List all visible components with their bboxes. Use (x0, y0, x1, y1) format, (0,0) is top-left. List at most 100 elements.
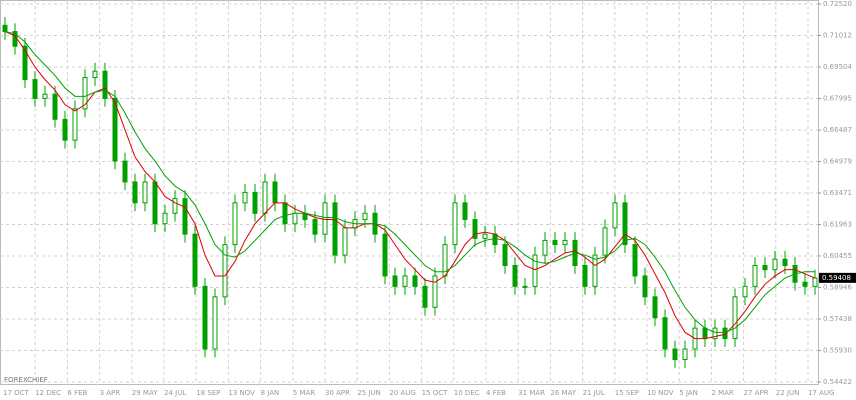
x-tick-label: 5 MAR (293, 389, 316, 397)
candle-body (432, 275, 438, 308)
candle-body (592, 254, 598, 287)
candle-body (522, 285, 528, 288)
candle-body (702, 327, 708, 340)
y-tick-label: 0.67995 (823, 95, 852, 103)
candle-body (412, 275, 418, 287)
x-tick-label: 24 JUL (164, 389, 186, 397)
candle-body (22, 45, 28, 81)
candle-body (332, 202, 338, 256)
y-tick-label: 0.54422 (823, 378, 852, 386)
moving-average (4, 31, 816, 340)
candle-body (152, 181, 158, 225)
candle-body (602, 227, 608, 256)
candle-body (252, 191, 258, 214)
x-tick-label: 20 AUG (389, 389, 415, 397)
candle-body (82, 77, 88, 110)
candle-body (652, 296, 658, 319)
candle-body (92, 70, 98, 79)
candle-body (242, 191, 248, 204)
candle-body (782, 258, 788, 266)
candle-body (212, 296, 218, 350)
candle-body (772, 258, 778, 271)
x-tick-label: 26 MAY (550, 389, 576, 397)
x-tick-label: 8 JAN (261, 389, 280, 397)
y-tick-label: 0.71012 (823, 31, 852, 39)
candle-body (222, 244, 228, 298)
candle-body (32, 79, 38, 99)
y-tick-label: 0.60455 (823, 252, 852, 260)
candle-body (132, 181, 138, 204)
moving-average (4, 31, 815, 333)
candle-body (622, 202, 628, 246)
x-tick-label: 29 MAY (132, 389, 158, 397)
x-tick-label: 30 APR (325, 389, 350, 397)
x-tick-label: 15 SEP (615, 389, 639, 397)
x-tick-label: 3 APR (100, 389, 121, 397)
y-tick-label: 0.58946 (823, 284, 852, 292)
candle-body (422, 285, 428, 308)
y-tick-label: 0.57438 (823, 315, 852, 323)
candle-body (492, 233, 498, 246)
candle-body (62, 118, 68, 141)
candle-body (112, 97, 118, 162)
candle-body (562, 239, 568, 246)
candle-body (662, 317, 668, 350)
x-tick-label: 10 NOV (647, 389, 674, 397)
x-tick-label: 27 APR (744, 389, 769, 397)
x-tick-label: 17 AUG (808, 389, 834, 397)
candle-body (512, 264, 518, 287)
candle-body (362, 212, 368, 221)
x-tick-label: 22 JUN (776, 389, 800, 397)
y-tick-label: 0.55930 (823, 347, 852, 355)
candle-body (232, 202, 238, 246)
y-tick-label: 0.63471 (823, 189, 852, 197)
x-tick-label: 18 SEP (196, 389, 220, 397)
candle-body (162, 212, 168, 225)
candle-body (542, 239, 548, 256)
candle-body (812, 277, 818, 287)
x-tick-label: 10 DEC (454, 389, 480, 397)
y-tick-label: 0.69504 (823, 63, 852, 71)
x-tick-label: 13 NOV (228, 389, 255, 397)
x-tick-label: 21 JUL (583, 389, 605, 397)
candle-body (392, 275, 398, 287)
candle-body (312, 219, 318, 235)
candle-body (732, 296, 738, 340)
candle-body (532, 254, 538, 287)
candle-body (262, 181, 268, 214)
x-tick-label: 15 OCT (422, 389, 449, 397)
candle-body (102, 70, 108, 99)
x-tick-label: 12 DEC (35, 389, 61, 397)
y-tick-label: 0.61963 (823, 220, 852, 228)
x-tick-label: 17 OCT (3, 389, 30, 397)
candle-body (472, 219, 478, 239)
candle-body (72, 108, 78, 141)
x-tick-label: 25 JUN (357, 389, 381, 397)
watermark: FOREXCHIEF (4, 376, 48, 384)
candle-body (182, 198, 188, 235)
candle-body (172, 198, 178, 214)
y-tick-label: 0.72520 (823, 0, 852, 8)
candle-body (292, 212, 298, 225)
candle-body (122, 160, 128, 183)
marks (2, 16, 818, 368)
y-tick-label: 0.66487 (823, 126, 852, 134)
candle-body (452, 202, 458, 246)
x-tick-label: 6 FEB (67, 389, 87, 397)
candle-body (682, 348, 688, 360)
x-tick-label: 31 MAR (518, 389, 545, 397)
y-tick-label: 0.64979 (823, 158, 852, 166)
candle-body (802, 281, 808, 287)
grid (0, 0, 818, 384)
candle-body (552, 239, 558, 246)
candle-body (612, 202, 618, 229)
candle-body (322, 202, 328, 235)
candle-body (712, 327, 718, 340)
candle-body (202, 285, 208, 350)
candle-body (642, 275, 648, 298)
candle-body (672, 348, 678, 360)
candle-body (52, 93, 58, 120)
x-tick-label: 4 FEB (486, 389, 506, 397)
